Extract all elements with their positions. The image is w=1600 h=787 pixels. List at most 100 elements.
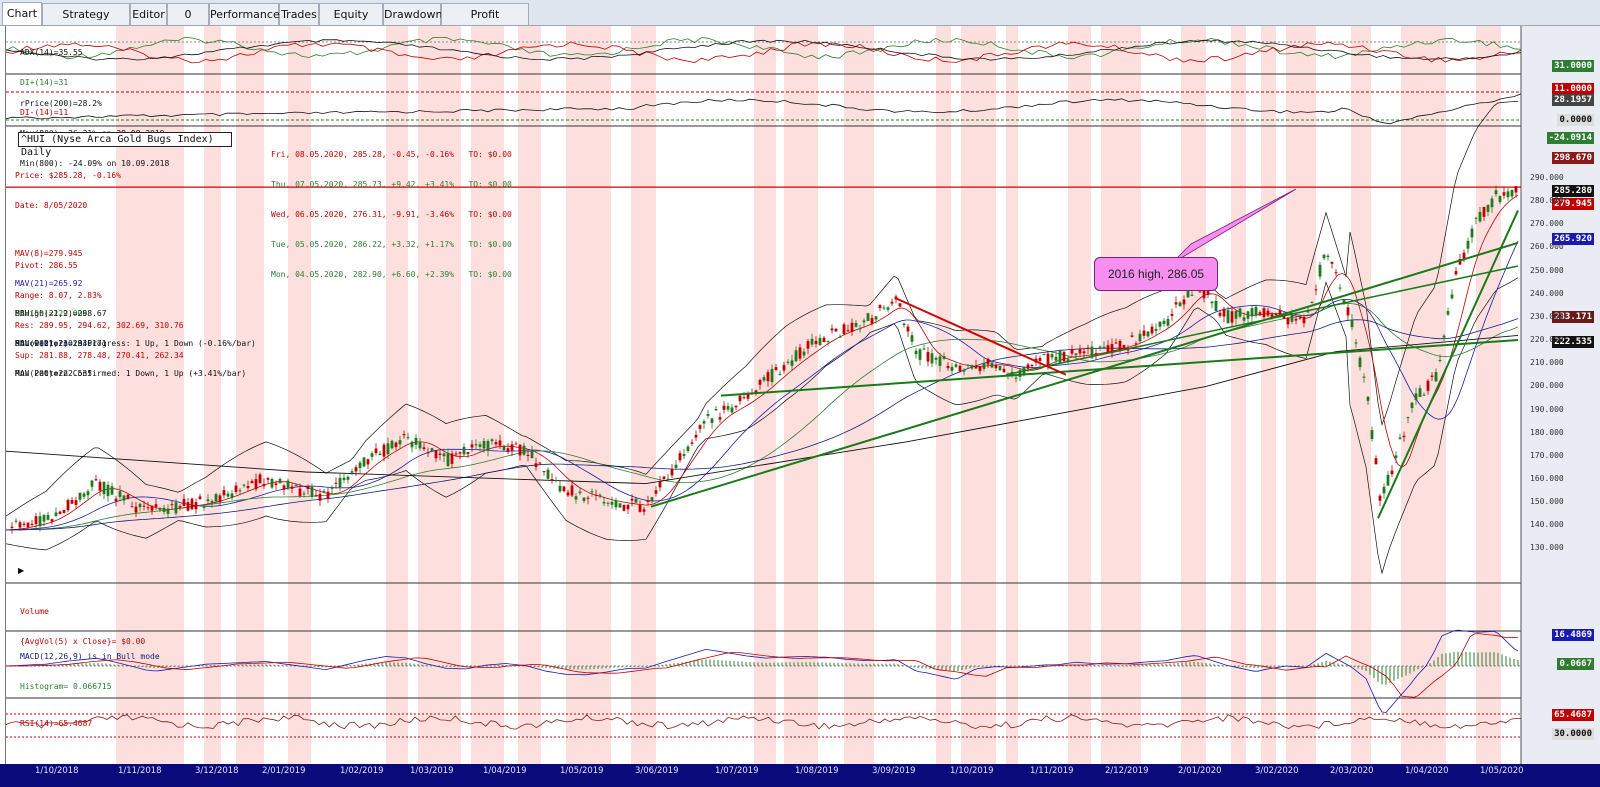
macd-signal-line — [6, 633, 1519, 698]
y-tick-label: 130.000 — [1530, 543, 1564, 553]
candle-body — [986, 358, 990, 365]
candle-body — [950, 366, 954, 371]
trendline-steep — [1377, 209, 1519, 519]
candle-body — [834, 328, 838, 332]
tab-editor[interactable]: Editor — [130, 3, 167, 25]
candle-body — [826, 341, 830, 343]
scroll-arrow-icon[interactable]: ▶ — [18, 566, 25, 575]
mav200-line — [6, 334, 1519, 485]
mav50-line — [6, 303, 1519, 531]
chart-area[interactable]: ADX(14)=35.55 DI+(14)=31 DI-(14)=11 rPri… — [5, 26, 1600, 764]
candle-body — [1434, 372, 1438, 382]
candle-body — [830, 328, 834, 331]
candle-body — [786, 361, 790, 363]
tab-0-alerts[interactable]: 0 Alerts — [167, 3, 209, 42]
candle-body — [554, 480, 558, 482]
candle-body — [146, 507, 150, 509]
candle-body — [22, 523, 26, 525]
last-price-label: 285.280 — [1552, 185, 1594, 197]
candle-body — [1158, 321, 1162, 327]
bollinger-upper — [6, 101, 1519, 517]
tab-chart[interactable]: Chart — [2, 2, 42, 25]
candle-body — [1090, 346, 1094, 358]
candle-body — [114, 498, 118, 502]
tab-profit-distribution[interactable]: Profit Distribution — [441, 3, 529, 42]
candle-body — [178, 506, 182, 508]
mav8-line: MAV(8)=279.945 — [15, 249, 83, 258]
shaded-band — [1101, 26, 1141, 764]
run-confirmed-line: Run Pattern Confirmed: 1 Down, 1 Up (+3.… — [15, 369, 247, 378]
mav-info: MAV(8)=279.945 MAV(21)=265.92 MAV(50)=22… — [15, 229, 92, 399]
candle-body — [1094, 353, 1098, 356]
candle-body — [258, 474, 262, 484]
candle-body — [598, 494, 602, 496]
trendline-flat — [720, 339, 1519, 397]
candle-body — [394, 442, 398, 448]
candle-body — [1514, 186, 1518, 193]
candle-body — [1162, 320, 1166, 324]
candle-body — [262, 484, 266, 487]
candle-body — [606, 502, 610, 504]
tab-drawdown[interactable]: Drawdown — [383, 3, 442, 25]
candle-body — [978, 366, 982, 372]
candle-body — [898, 303, 902, 307]
date-tick-label: 1/05/2019 — [560, 764, 604, 778]
shaded-band — [518, 26, 541, 764]
candle-body — [426, 452, 430, 454]
tab-trades[interactable]: Trades — [279, 3, 319, 25]
candle-body — [98, 481, 102, 491]
candle-body — [50, 519, 54, 522]
candle-body — [858, 328, 862, 330]
candle-body — [490, 439, 494, 442]
candle-body — [202, 506, 206, 508]
chart-canvas[interactable] — [6, 26, 1600, 764]
candle-body — [494, 442, 498, 445]
candle-body — [1254, 306, 1258, 316]
tab-equity-curve[interactable]: Equity Curve — [319, 3, 383, 42]
candle-body — [66, 500, 70, 511]
candle-body — [1326, 255, 1330, 257]
candle-body — [590, 491, 594, 493]
date-line: Date: 8/05/2020 — [15, 201, 88, 210]
date-tick-label: 1/10/2018 — [35, 764, 79, 778]
candle-body — [1130, 335, 1134, 337]
candle-body — [126, 494, 130, 499]
candle-body — [446, 452, 450, 467]
candle-body — [1498, 195, 1502, 203]
annotation-callout[interactable]: 2016 high, 286.05 — [1094, 257, 1218, 291]
mav50-line: MAV(50)=229.006 — [15, 309, 88, 318]
candle-body — [482, 440, 486, 449]
candle-body — [1214, 300, 1218, 311]
candle-body — [1486, 204, 1490, 212]
y-tick-label: 270.000 — [1530, 219, 1564, 229]
mav100-line: MAV(100)=230.946 — [15, 339, 93, 348]
candle-body — [646, 500, 650, 502]
candle-body — [1406, 417, 1410, 419]
candle-body — [1322, 254, 1326, 259]
candle-body — [26, 522, 30, 528]
adx-line — [6, 39, 1522, 61]
candle-body — [374, 448, 378, 454]
candle-body — [818, 337, 822, 346]
candle-body — [162, 507, 166, 513]
candle-body — [474, 444, 478, 446]
bblow-price-label: 233.171 — [1552, 311, 1594, 323]
candle-body — [450, 453, 454, 464]
candle-body — [222, 490, 226, 496]
candle-body — [1054, 356, 1058, 361]
candle-body — [790, 360, 794, 366]
candle-body — [1086, 347, 1090, 349]
candle-body — [82, 493, 86, 497]
tab-performance[interactable]: Performance — [209, 3, 280, 25]
candle-body — [54, 512, 58, 516]
candle-body — [878, 305, 882, 308]
candle-body — [630, 498, 634, 501]
tab-strategy-summary[interactable]: Strategy Summary — [42, 3, 130, 42]
rprice-label-min: -24.0914 — [1546, 132, 1594, 144]
candle-body — [1402, 435, 1406, 438]
candle-body — [926, 351, 930, 362]
trendline-red — [895, 297, 1067, 376]
candle-body — [982, 363, 986, 369]
candle-body — [578, 491, 582, 494]
candle-body — [1506, 191, 1510, 198]
